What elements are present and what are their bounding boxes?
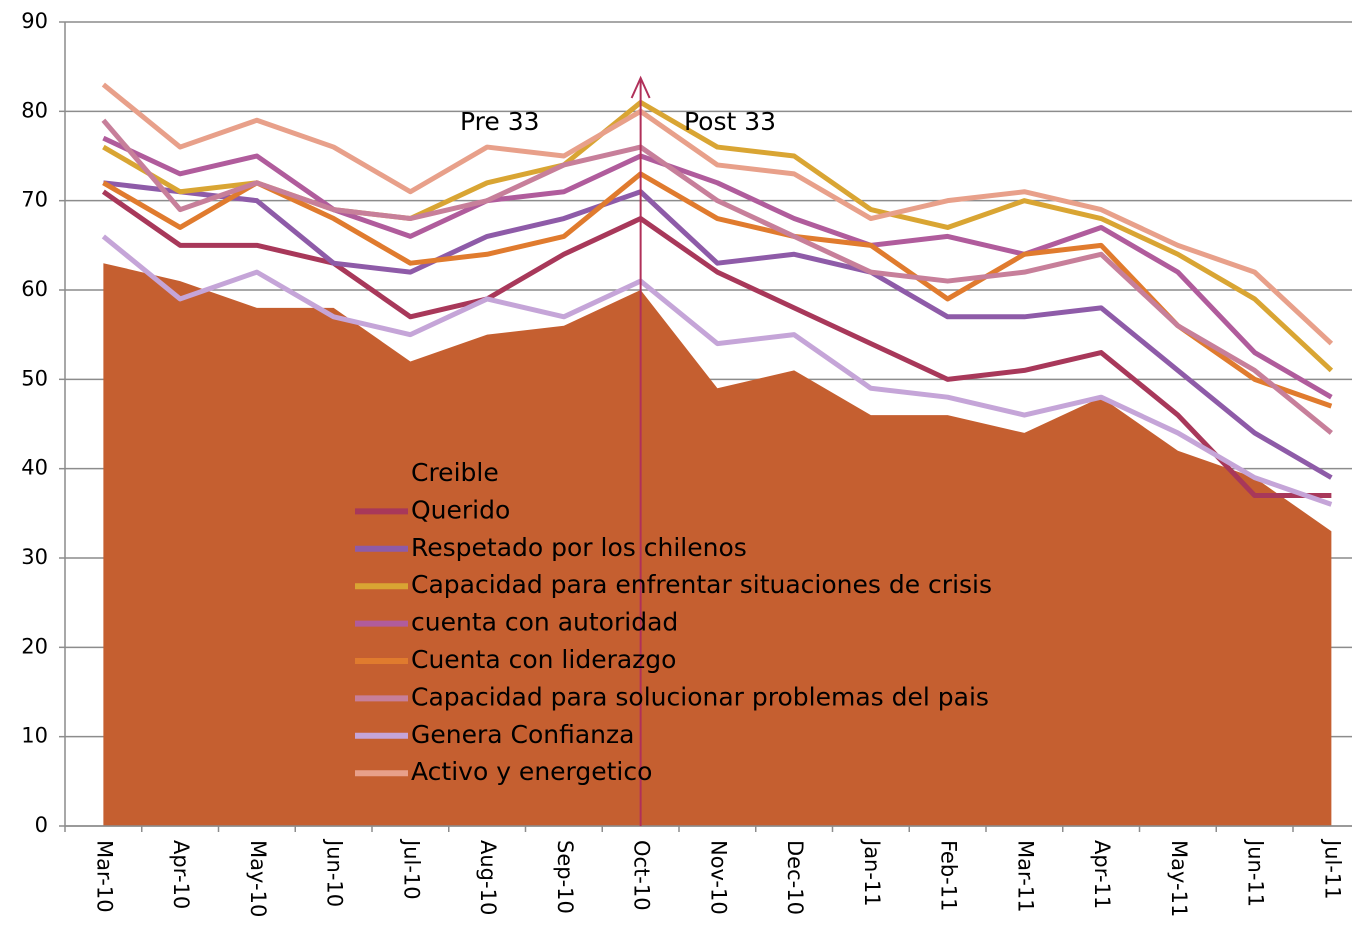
x-tick-label: May-10	[246, 840, 270, 917]
arrow-head	[630, 75, 651, 99]
x-tick-label: Mar-11	[1013, 840, 1037, 913]
line	[103, 180, 1333, 480]
x-tick-label: Dec-10	[783, 840, 807, 915]
legend-label: Respetado por los chilenos	[411, 533, 747, 562]
y-tick-label: 20	[21, 634, 48, 658]
y-tick-label: 40	[21, 456, 48, 480]
legend-label: cuenta con autoridad	[411, 608, 678, 637]
x-tick-label: Jun-11	[1244, 838, 1268, 907]
legend-swatch	[355, 466, 407, 482]
x-tick-label: Aug-10	[476, 840, 500, 915]
legend-label: Cuenta con liderazgo	[411, 645, 676, 674]
legend-label: Capacidad para enfrentar situaciones de …	[411, 570, 992, 599]
x-tick-label: Jul-11	[1320, 838, 1344, 900]
x-tick-label: Feb-11	[937, 840, 961, 911]
y-tick-label: 50	[21, 366, 48, 390]
line	[101, 234, 1333, 507]
x-tick-label: Oct-10	[630, 840, 654, 911]
x-tick-label: Jul-10	[399, 838, 423, 900]
legend-label: Capacidad para solucionar problemas del …	[411, 682, 989, 711]
line	[101, 118, 1333, 435]
x-tick-label: Apr-11	[1090, 840, 1114, 909]
line	[101, 82, 1334, 346]
annotation: Post 33	[684, 107, 776, 136]
legend-label: Genera Confianza	[411, 720, 634, 749]
line	[102, 135, 1333, 400]
x-tick-label: May-11	[1167, 840, 1191, 917]
y-tick-label: 10	[21, 724, 48, 748]
x-tick-label: Jan-11	[860, 838, 884, 907]
y-tick-label: 90	[21, 9, 48, 33]
x-tick-label: Sep-10	[553, 840, 577, 914]
x-tick-label: Mar-10	[92, 840, 116, 913]
legend-label: Querido	[411, 495, 510, 524]
y-tick-label: 0	[35, 813, 48, 837]
area	[103, 263, 1332, 826]
x-tick-label: Nov-10	[706, 840, 730, 915]
y-tick-label: 60	[21, 277, 48, 301]
legend-label: Activo y energetico	[411, 757, 652, 786]
x-tick-label: Jun-10	[323, 838, 347, 907]
x-tick-label: Apr-10	[169, 840, 193, 909]
y-tick-label: 70	[21, 188, 48, 212]
annotation: Pre 33	[460, 107, 540, 136]
line	[101, 189, 1332, 498]
y-tick-label: 30	[21, 545, 48, 569]
line	[102, 171, 1333, 409]
legend-label: Creible	[411, 458, 499, 487]
y-tick-label: 80	[21, 98, 48, 122]
